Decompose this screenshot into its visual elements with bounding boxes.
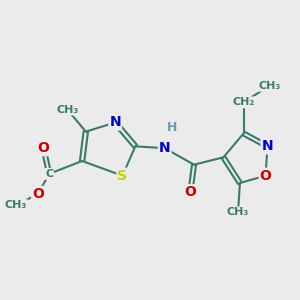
Text: N: N xyxy=(109,116,121,130)
Text: O: O xyxy=(184,185,196,199)
Text: H: H xyxy=(167,122,177,134)
Text: CH₃: CH₃ xyxy=(258,81,280,91)
Text: O: O xyxy=(32,187,44,201)
Text: CH₃: CH₃ xyxy=(5,200,27,210)
Text: O: O xyxy=(260,169,272,183)
Text: O: O xyxy=(38,141,50,155)
Text: C: C xyxy=(45,169,53,179)
Text: CH₂: CH₂ xyxy=(232,97,255,107)
Text: CH₃: CH₃ xyxy=(56,105,79,115)
Text: N: N xyxy=(159,141,170,155)
Text: S: S xyxy=(118,169,128,183)
Text: CH₃: CH₃ xyxy=(227,207,249,218)
Text: N: N xyxy=(262,139,273,153)
